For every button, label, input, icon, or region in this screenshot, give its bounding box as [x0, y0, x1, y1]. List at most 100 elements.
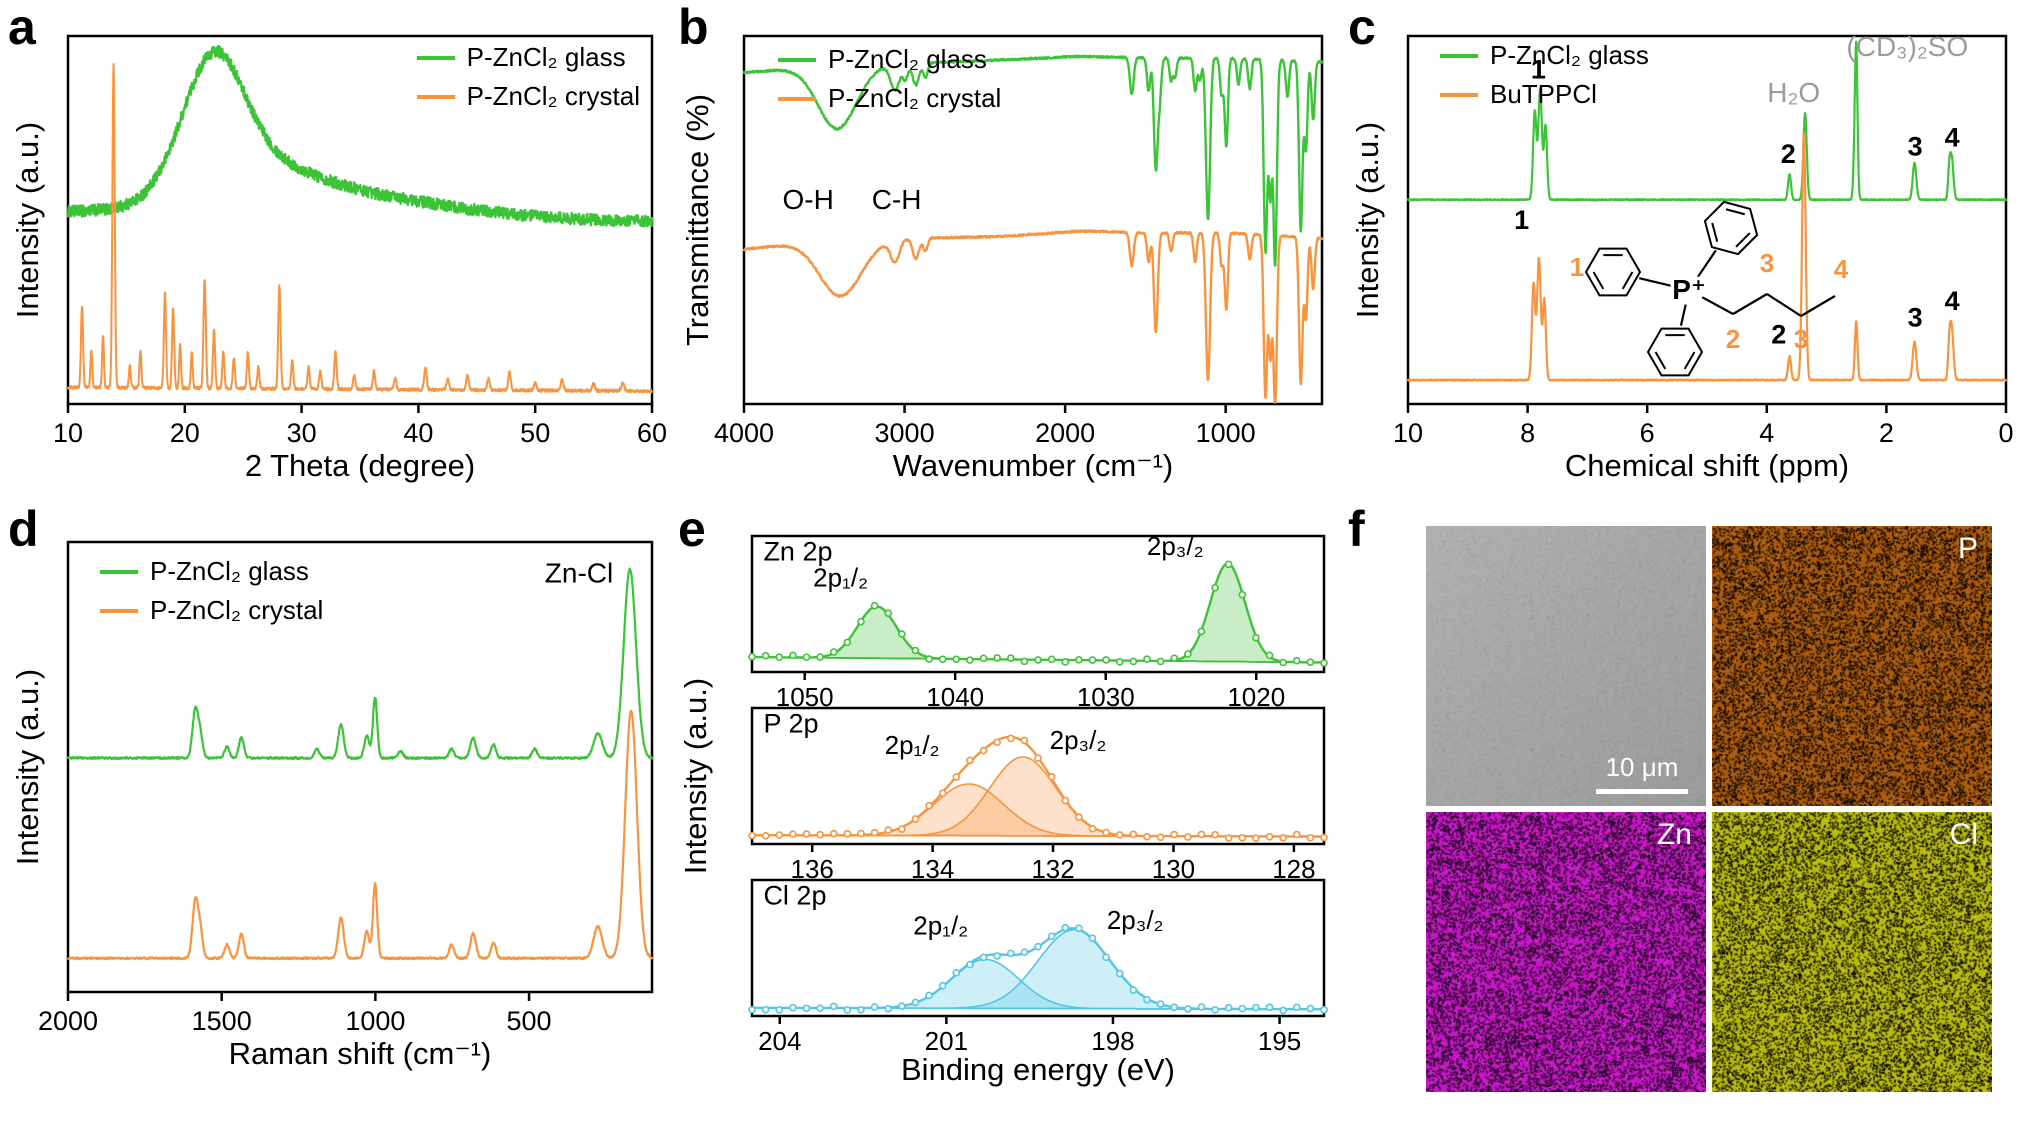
svg-text:P 2p: P 2p [763, 708, 818, 738]
svg-text:O-H: O-H [782, 184, 833, 215]
raman-y-axis-label: Intensity (a.u.) [10, 668, 45, 866]
svg-text:1000: 1000 [345, 1006, 405, 1036]
eds-map-cl: Cl [1712, 812, 1992, 1092]
ftir-legend: P-ZnCl₂ glass P-ZnCl₂ crystal [778, 44, 1001, 114]
svg-text:1000: 1000 [1196, 418, 1256, 448]
svg-text:195: 195 [1258, 1026, 1301, 1056]
eds-map-cl-canvas [1712, 812, 1992, 1092]
svg-text:H₂O: H₂O [1767, 77, 1820, 108]
svg-text:4000: 4000 [714, 418, 774, 448]
eds-map-cl-label: Cl [1949, 818, 1978, 851]
svg-text:10: 10 [53, 418, 83, 448]
svg-text:40: 40 [403, 418, 433, 448]
legend-item: P-ZnCl₂ crystal [100, 595, 323, 626]
panel-c-letter: c [1348, 0, 1376, 55]
panel-d-letter: d [8, 501, 39, 557]
svg-text:30: 30 [287, 418, 317, 448]
legend-item: P-ZnCl₂ glass [416, 42, 640, 73]
svg-text:2p₃/₂: 2p₃/₂ [1107, 905, 1164, 935]
svg-text:2p₃/₂: 2p₃/₂ [1147, 531, 1204, 561]
panel-c: c 10 8 6 4 2 0 1 2 H₂O (CD₃)₂SO 3 4 1 2 3 4 P⁺ 1 2 3 3 4 Chem… [1348, 2, 2024, 510]
raman-chart: 2000 1500 1000 500 Zn-Cl [38, 540, 654, 1036]
panel-d: d 2000 1500 1000 500 Zn-Cl Raman shift (cm⁻¹… [8, 504, 670, 1118]
svg-text:P⁺: P⁺ [1672, 274, 1705, 305]
nmr-y-axis-label: Intensity (a.u.) [1350, 121, 1385, 319]
svg-text:4: 4 [1759, 418, 1774, 448]
svg-text:4: 4 [1834, 254, 1849, 284]
scale-bar: 10 μm [1596, 752, 1688, 794]
scale-bar-label: 10 μm [1605, 752, 1679, 782]
svg-text:2: 2 [1879, 418, 1894, 448]
legend-item: BuTPPCl [1440, 79, 1649, 110]
legend-item: P-ZnCl₂ glass [100, 556, 323, 587]
svg-text:4: 4 [1945, 122, 1960, 152]
svg-text:10: 10 [1393, 418, 1423, 448]
svg-text:1: 1 [1570, 252, 1584, 282]
svg-text:1: 1 [1514, 205, 1529, 235]
legend-label: BuTPPCl [1490, 79, 1597, 109]
legend-item: P-ZnCl₂ crystal [416, 81, 640, 112]
legend-swatch-glass [100, 569, 138, 574]
svg-text:3: 3 [1908, 303, 1923, 333]
legend-swatch-glass [416, 55, 455, 60]
svg-text:2: 2 [1726, 324, 1740, 354]
svg-text:2p₁/₂: 2p₁/₂ [913, 910, 968, 940]
legend-label: P-ZnCl₂ crystal [466, 81, 640, 111]
svg-text:3000: 3000 [875, 418, 935, 448]
xrd-legend: P-ZnCl₂ glass P-ZnCl₂ crystal [416, 42, 640, 112]
eds-map-zn-canvas [1426, 812, 1706, 1092]
legend-item: P-ZnCl₂ crystal [778, 83, 1001, 114]
panel-f-letter: f [1348, 501, 1365, 557]
ftir-chart: 4000 3000 2000 1000 O-H C-H [714, 34, 1324, 448]
svg-text:2p₁/₂: 2p₁/₂ [885, 730, 940, 760]
legend-label: P-ZnCl₂ crystal [828, 83, 1002, 113]
legend-item: P-ZnCl₂ glass [778, 44, 1001, 75]
svg-text:2000: 2000 [1035, 418, 1095, 448]
legend-label: P-ZnCl₂ glass [466, 42, 626, 72]
panel-b: b 4000 3000 2000 1000 O-H C-H Wavenumber (cm⁻… [678, 2, 1340, 510]
svg-text:2p₃/₂: 2p₃/₂ [1050, 725, 1107, 755]
panel-e-letter: e [678, 501, 706, 557]
xrd-x-axis-label: 2 Theta (degree) [244, 448, 476, 483]
svg-text:1500: 1500 [192, 1006, 252, 1036]
xps-x-axis-label: Binding energy (eV) [901, 1052, 1175, 1087]
eds-map-p-canvas [1712, 526, 1992, 806]
svg-text:20: 20 [170, 418, 200, 448]
panel-a-letter: a [8, 0, 36, 55]
legend-swatch-crystal [100, 608, 138, 613]
legend-swatch-crystal [416, 94, 455, 99]
svg-text:2000: 2000 [38, 1006, 98, 1036]
legend-label: P-ZnCl₂ glass [828, 44, 987, 74]
legend-label: P-ZnCl₂ glass [150, 556, 309, 586]
svg-text:201: 201 [925, 1026, 968, 1056]
sem-image: 10 μm [1426, 526, 1706, 806]
svg-text:C-H: C-H [872, 184, 922, 215]
eds-map-p-label: P [1957, 532, 1978, 565]
legend-label: P-ZnCl₂ crystal [150, 595, 324, 625]
nmr-x-axis-label: Chemical shift (ppm) [1564, 448, 1850, 483]
nmr-legend: P-ZnCl₂ glass BuTPPCl [1440, 40, 1649, 110]
eds-map-zn: Zn [1426, 812, 1706, 1092]
sem-image-canvas [1426, 526, 1706, 806]
svg-text:3: 3 [1794, 324, 1808, 354]
svg-text:4: 4 [1945, 286, 1960, 316]
panel-f: f 10 μm P Zn Cl [1348, 504, 2024, 1118]
xrd-y-axis-label: Intensity (a.u.) [10, 121, 45, 319]
eds-map-p: P [1712, 526, 1992, 806]
svg-text:204: 204 [758, 1026, 801, 1056]
svg-text:2p₁/₂: 2p₁/₂ [813, 562, 868, 592]
svg-text:1: 1 [1531, 54, 1546, 84]
xps-y-axis-label: Intensity (a.u.) [678, 677, 713, 875]
svg-text:Zn-Cl: Zn-Cl [545, 558, 613, 589]
scale-bar-line [1596, 789, 1688, 794]
svg-text:60: 60 [637, 418, 667, 448]
svg-text:Zn 2p: Zn 2p [763, 536, 832, 566]
legend-label: P-ZnCl₂ glass [1490, 40, 1649, 70]
ftir-y-axis-label: Transmittance (%) [680, 93, 715, 347]
svg-text:3: 3 [1908, 132, 1923, 162]
eds-map-zn-label: Zn [1656, 818, 1692, 851]
svg-text:0: 0 [1998, 418, 2013, 448]
